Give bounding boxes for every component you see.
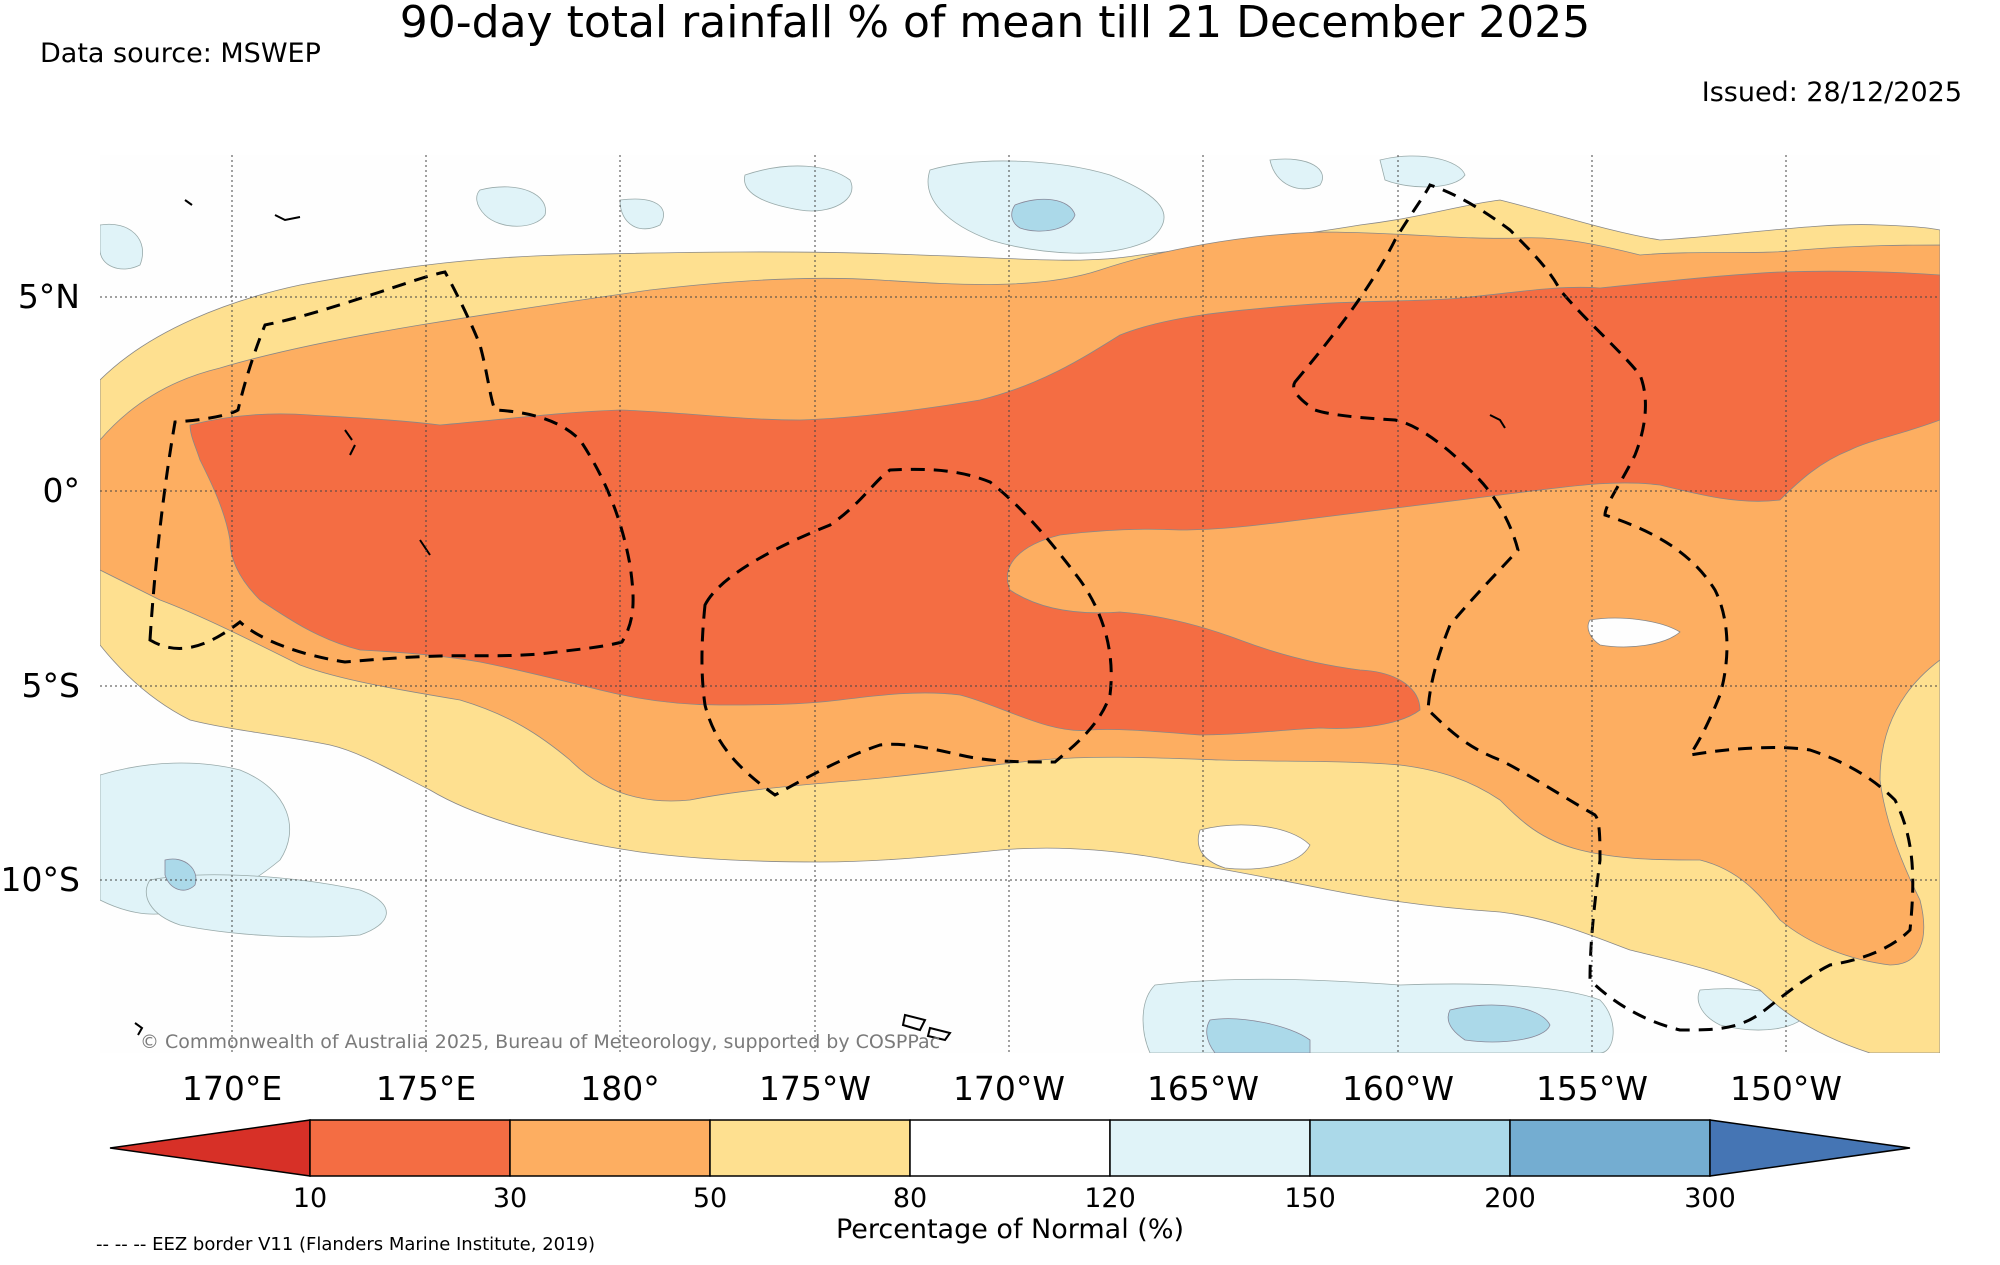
colorbar-segment-lt10 <box>109 1119 311 1177</box>
data-source-label: Data source: MSWEP <box>40 38 321 69</box>
colorbar-title: Percentage of Normal (%) <box>836 1214 1184 1245</box>
lon-label-165w: 165°W <box>1147 1069 1259 1108</box>
lon-label-180: 180° <box>580 1069 660 1108</box>
lat-label-5n: 5°N <box>18 277 80 316</box>
colorbar-tick-30: 30 <box>493 1183 527 1214</box>
lon-label-160w: 160°W <box>1342 1069 1454 1108</box>
lat-label-0: 0° <box>43 471 81 510</box>
coastlines <box>134 199 1506 1042</box>
colorbar-segment-50-80 <box>709 1119 911 1177</box>
colorbar-ticks: 10 30 50 80 120 150 200 300 <box>293 1183 1736 1214</box>
map-field: © Commonwealth of Australia 2025, Bureau… <box>100 155 1940 1053</box>
near-normal-gaps <box>1197 617 1681 870</box>
lon-label-170e: 170°E <box>182 1069 282 1108</box>
map-title: 90-day total rainfall % of mean till 21 … <box>399 0 1591 48</box>
colorbar-segment-80-120 <box>909 1119 1111 1177</box>
lon-label-170w: 170°W <box>953 1069 1065 1108</box>
wet-areas <box>164 198 1551 1053</box>
colorbar-segment-120-150 <box>1109 1119 1311 1177</box>
colorbar-tick-200: 200 <box>1484 1183 1536 1214</box>
colorbar-segment-10-30 <box>309 1119 511 1177</box>
lat-label-10s: 10°S <box>1 860 80 899</box>
colorbar-tick-80: 80 <box>893 1183 927 1214</box>
eez-borders <box>148 183 1915 1032</box>
colorbar-tick-150: 150 <box>1284 1183 1336 1214</box>
colorbar <box>109 1119 1911 1177</box>
lon-label-155w: 155°W <box>1536 1069 1648 1108</box>
lon-label-150w: 150°W <box>1730 1069 1842 1108</box>
colorbar-segment-200-300 <box>1509 1119 1711 1177</box>
longitude-labels: 170°E 175°E 180° 175°W 170°W 165°W 160°W… <box>182 1069 1842 1108</box>
colorbar-segment-30-50 <box>509 1119 711 1177</box>
very-dry-area <box>189 270 1940 736</box>
latitude-labels: 5°N 0° 5°S 10°S <box>1 277 80 899</box>
colorbar-tick-300: 300 <box>1684 1183 1736 1214</box>
lat-label-5s: 5°S <box>22 666 80 705</box>
lon-label-175w: 175°W <box>759 1069 871 1108</box>
colorbar-tick-50: 50 <box>693 1183 727 1214</box>
gridlines <box>100 155 1940 1053</box>
eez-border-note: -- -- -- EEZ border V11 (Flanders Marine… <box>96 1234 596 1255</box>
lon-label-175e: 175°E <box>376 1069 476 1108</box>
issued-date-label: Issued: 28/12/2025 <box>1701 77 1962 108</box>
colorbar-tick-120: 120 <box>1084 1183 1136 1214</box>
colorbar-segment-150-200 <box>1309 1119 1511 1177</box>
colorbar-segment-gt300 <box>1709 1119 1911 1177</box>
copyright-notice: © Commonwealth of Australia 2025, Bureau… <box>140 1031 940 1053</box>
colorbar-tick-10: 10 <box>293 1183 327 1214</box>
